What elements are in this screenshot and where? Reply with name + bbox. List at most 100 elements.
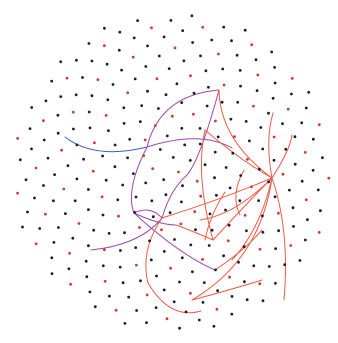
network-node — [153, 124, 157, 127]
network-node — [150, 26, 153, 30]
network-node — [44, 212, 47, 216]
network-node — [162, 250, 166, 253]
network-node — [82, 157, 85, 161]
network-node — [121, 183, 125, 187]
network-edge-red — [191, 279, 263, 301]
network-node — [293, 162, 297, 166]
network-node — [81, 76, 84, 79]
network-node — [256, 73, 260, 77]
network-node — [77, 222, 81, 225]
network-node — [122, 106, 126, 110]
network-node — [321, 156, 324, 160]
network-node — [311, 137, 315, 141]
network-node — [75, 58, 78, 62]
network-node — [281, 172, 285, 176]
network-node — [201, 301, 205, 304]
network-node — [212, 324, 216, 328]
network-node — [111, 83, 115, 86]
network-node — [64, 212, 67, 216]
network-node — [162, 178, 166, 182]
network-node — [210, 228, 214, 232]
network-node — [201, 258, 204, 261]
network-node — [126, 156, 129, 160]
network-node — [18, 158, 22, 162]
network-node — [217, 52, 220, 56]
network-node — [257, 167, 261, 171]
network-node — [307, 90, 311, 94]
network-node — [118, 30, 122, 34]
network-node — [244, 120, 248, 123]
network-node — [272, 158, 276, 162]
network-node — [162, 35, 166, 39]
network-node — [231, 151, 235, 155]
network-node — [304, 198, 308, 202]
network-node — [62, 187, 66, 191]
network-node — [121, 281, 125, 285]
network-node — [155, 77, 159, 81]
network-node — [168, 211, 172, 215]
network-node — [56, 131, 60, 135]
network-node — [177, 170, 180, 174]
network-node — [71, 236, 75, 240]
network-node — [222, 254, 226, 258]
network-node — [230, 39, 233, 43]
network-node — [117, 48, 121, 52]
network-node — [157, 107, 160, 110]
network-node — [138, 120, 142, 123]
network-node — [181, 184, 184, 188]
network-edge-red — [235, 169, 245, 216]
network-node — [273, 66, 276, 69]
network-edge-red — [271, 177, 286, 301]
network-node — [290, 92, 293, 96]
network-node — [311, 168, 315, 172]
network-node — [250, 185, 253, 189]
network-node — [180, 200, 183, 204]
network-node — [67, 267, 71, 271]
network-node — [74, 93, 78, 97]
network-edge-red — [199, 177, 273, 221]
network-node — [210, 38, 214, 42]
network-node — [290, 77, 294, 80]
network-node — [119, 249, 122, 252]
network-node — [44, 99, 48, 103]
network-node — [226, 239, 230, 243]
network-node — [252, 104, 255, 108]
network-node — [317, 123, 321, 126]
network-node — [273, 81, 277, 85]
network-edge-purple — [146, 138, 233, 149]
network-node — [273, 195, 277, 199]
network-edge-purple — [133, 209, 163, 219]
network-edge-red — [147, 282, 202, 314]
network-node — [300, 179, 304, 183]
network-node — [162, 288, 166, 292]
network-node — [261, 214, 264, 218]
network-node — [120, 68, 123, 72]
network-node — [104, 114, 108, 117]
network-node — [230, 312, 234, 316]
network-node — [66, 164, 70, 168]
network-edge-red — [231, 177, 273, 261]
node-layer — [16, 14, 331, 330]
network-node — [91, 169, 95, 173]
network-node — [50, 256, 54, 260]
network-node — [151, 167, 155, 171]
network-node — [131, 55, 135, 59]
network-node — [189, 74, 192, 78]
network-node — [148, 239, 152, 243]
network-edge-purple — [133, 212, 177, 226]
network-node — [24, 178, 28, 182]
network-node — [101, 264, 105, 268]
network-node — [144, 65, 148, 68]
network-node — [284, 147, 288, 151]
network-node — [216, 135, 220, 139]
network-node — [50, 272, 54, 275]
network-node — [154, 306, 158, 309]
network-node — [229, 117, 233, 121]
network-edge-purple — [130, 146, 148, 214]
network-node — [169, 266, 173, 270]
network-node — [175, 82, 179, 86]
network-node — [213, 150, 217, 154]
network-node — [252, 264, 256, 268]
network-node — [160, 228, 163, 232]
network-node — [68, 251, 71, 255]
